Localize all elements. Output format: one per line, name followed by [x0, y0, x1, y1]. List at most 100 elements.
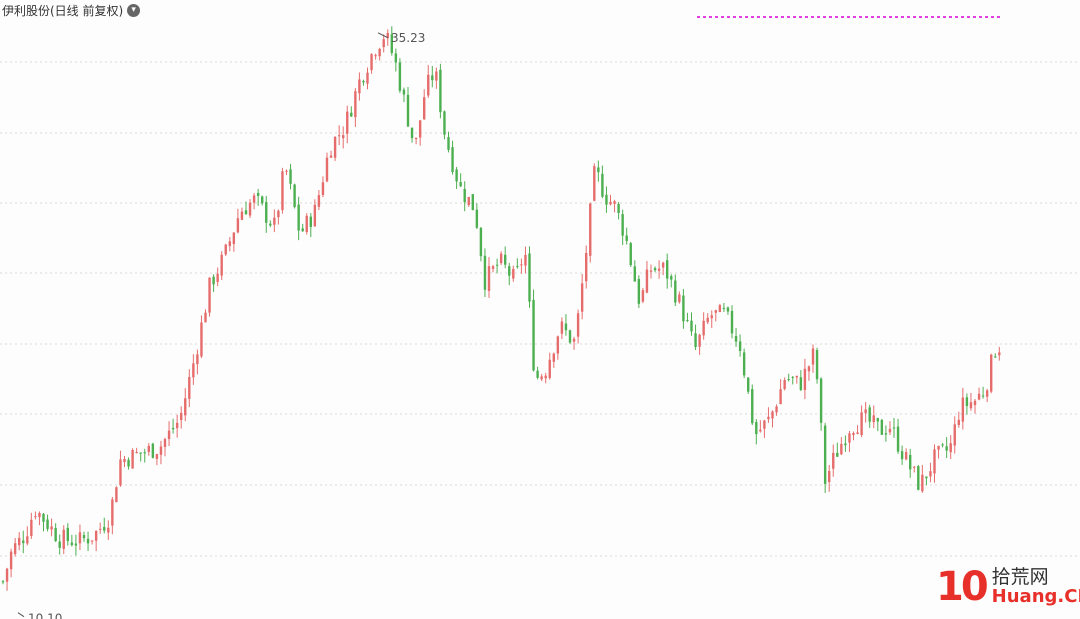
candle-163	[661, 261, 665, 276]
candle-173	[702, 312, 705, 340]
candle-42	[171, 418, 175, 434]
candle-85	[346, 105, 349, 144]
candle-214	[868, 404, 871, 428]
candle-106	[431, 65, 434, 88]
candle-74	[301, 223, 304, 233]
candle-31	[127, 457, 130, 470]
candle-36	[147, 443, 150, 456]
candle-208	[844, 435, 847, 452]
candle-230	[933, 444, 936, 483]
candle-154	[625, 227, 628, 245]
candle-133	[540, 373, 543, 382]
candle-67	[273, 209, 276, 233]
candle-114	[463, 181, 466, 212]
candle-228	[925, 476, 928, 486]
candle-33	[135, 447, 138, 454]
candle-109	[443, 110, 446, 140]
candle-142	[576, 309, 580, 344]
candle-97	[394, 48, 398, 72]
candle-70	[285, 169, 288, 175]
candle-149	[605, 186, 608, 213]
candle-105	[427, 65, 430, 98]
candle-120	[487, 256, 491, 298]
watermark-number: 10	[936, 564, 989, 610]
candle-202	[819, 377, 823, 431]
candle-49	[200, 315, 203, 359]
candle-4	[18, 532, 21, 551]
watermark-logo: 10 拾荒网 Huang.CN	[936, 564, 1080, 610]
candle-23	[94, 530, 98, 552]
candle-192	[779, 379, 782, 405]
candle-144	[585, 245, 588, 289]
candle-183	[742, 348, 746, 379]
candle-17	[70, 534, 74, 547]
candle-103	[418, 120, 422, 146]
candle-123	[499, 251, 503, 265]
candle-8	[34, 511, 37, 520]
candle-27	[111, 497, 114, 535]
candle-124	[504, 246, 507, 269]
candle-14	[58, 534, 61, 555]
candle-63	[256, 188, 260, 206]
candle-62	[252, 193, 256, 210]
candle-46	[188, 369, 191, 408]
candle-121	[491, 264, 495, 273]
candle-24	[99, 522, 102, 534]
candle-3	[13, 538, 17, 557]
candle-239	[969, 392, 973, 411]
candle-116	[471, 193, 474, 211]
candle-206	[836, 442, 839, 457]
candle-35	[143, 448, 146, 463]
candle-155	[629, 241, 632, 267]
candle-158	[641, 287, 645, 304]
candle-129	[524, 246, 527, 274]
candle-141	[572, 336, 576, 350]
candle-19	[78, 524, 82, 551]
candle-197	[799, 370, 803, 392]
low-annotation-label: 10.10	[28, 612, 62, 619]
candle-139	[564, 314, 568, 336]
candle-171	[694, 324, 697, 351]
candle-21	[86, 531, 90, 552]
candle-146	[593, 163, 596, 202]
candle-186	[755, 419, 758, 445]
candle-229	[929, 462, 932, 483]
candle-148	[601, 165, 604, 199]
candle-174	[706, 313, 709, 325]
candle-237	[961, 387, 965, 430]
candle-210	[852, 431, 855, 441]
signal-marker-strip	[697, 16, 1002, 18]
candle-184	[747, 377, 750, 394]
candle-55	[224, 243, 227, 257]
candle-191	[775, 404, 778, 416]
candle-137	[556, 335, 560, 360]
candle-26	[107, 520, 110, 540]
chevron-down-icon[interactable]: ▾	[127, 4, 141, 17]
candle-119	[483, 248, 487, 298]
candle-60	[244, 201, 248, 215]
candle-193	[783, 377, 786, 391]
candle-211	[856, 425, 859, 435]
candle-71	[289, 163, 292, 190]
candle-51	[208, 277, 211, 317]
watermark-domain: Huang.CN	[991, 585, 1080, 607]
candle-143	[580, 273, 584, 320]
candle-40	[163, 437, 167, 457]
candle-53	[216, 267, 219, 287]
candle-215	[872, 405, 875, 429]
candle-132	[536, 366, 539, 380]
candle-187	[759, 420, 762, 433]
candle-203	[823, 422, 827, 493]
candle-195	[791, 376, 794, 385]
candle-178	[722, 303, 726, 312]
candle-241	[977, 387, 981, 401]
candle-227	[921, 465, 924, 493]
candle-147	[597, 160, 600, 182]
candle-236	[957, 411, 960, 428]
candle-232	[941, 442, 944, 448]
candle-52	[212, 274, 215, 293]
candle-190	[771, 410, 774, 428]
candle-213	[864, 401, 867, 423]
candle-205	[832, 444, 835, 477]
candle-130	[528, 246, 531, 308]
